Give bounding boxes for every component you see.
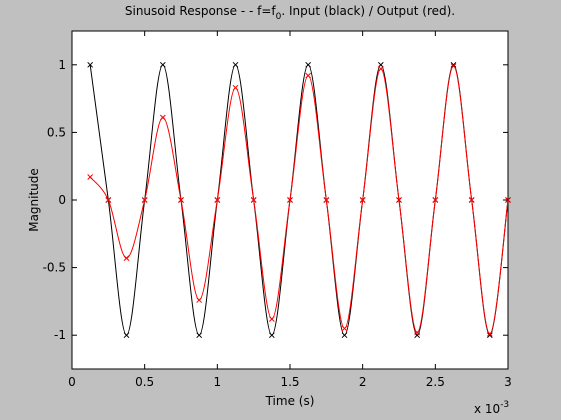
output-data-point	[87, 174, 94, 180]
output-data-point	[305, 72, 312, 79]
y-axis-label: Magnitude	[27, 168, 41, 232]
input-data-point	[341, 332, 348, 339]
input-data-point	[232, 61, 239, 68]
x-axis-label: Time (s)	[265, 394, 315, 408]
output-data-point	[178, 197, 184, 203]
output-data-point	[141, 197, 148, 203]
output-data-point	[123, 255, 130, 261]
chart-title-suffix: . Input (black) / Output (red).	[281, 4, 455, 18]
output-data-point	[232, 84, 239, 91]
output-data-point	[323, 197, 330, 203]
x-tick-label: 3	[504, 375, 512, 389]
chart-title-subscript: 0	[276, 12, 282, 22]
output-data-point	[159, 114, 166, 121]
output-data-point	[468, 197, 475, 203]
x-axis-ticks: 0 0.5 1 1.5 2 2.5 3	[68, 31, 512, 389]
output-data-point	[377, 66, 384, 72]
output-data-point	[268, 316, 275, 322]
input-data-point	[123, 332, 130, 339]
output-data-point	[450, 63, 457, 70]
output-data-point	[396, 197, 402, 203]
output-data-point	[196, 297, 203, 303]
x-axis-multiplier-exponent: -3	[500, 400, 509, 410]
output-data-point	[486, 330, 493, 337]
x-axis-multiplier-base: x 10	[474, 402, 500, 416]
x-axis-multiplier: x 10-3	[474, 400, 509, 416]
output-data-point	[287, 197, 293, 203]
x-tick-label: 0.5	[135, 375, 154, 389]
output-data-point	[250, 197, 257, 203]
input-data-point	[305, 61, 312, 68]
y-tick-label: 0.5	[47, 125, 66, 139]
y-tick-label: -0.5	[43, 261, 66, 275]
input-data-point	[486, 332, 493, 339]
output-data-point	[105, 197, 112, 203]
output-data-point	[341, 325, 348, 332]
chart-title: Sinusoid Response - - f=f0. Input (black…	[125, 4, 455, 22]
input-data-point	[268, 332, 275, 339]
input-data-point	[196, 332, 203, 339]
input-data-point	[450, 61, 457, 68]
x-tick-label: 0	[68, 375, 76, 389]
y-axis-ticks: -1 -0.5 0 0.5 1	[43, 58, 508, 342]
output-data-point	[359, 197, 366, 203]
x-tick-label: 2	[359, 375, 367, 389]
input-data-point	[377, 61, 384, 68]
series-layer	[87, 61, 511, 339]
y-tick-label: 1	[58, 58, 66, 72]
output-data-point	[214, 197, 221, 203]
output-data-point	[414, 329, 421, 336]
input-data-point	[87, 61, 94, 68]
x-tick-label: 1	[214, 375, 222, 389]
y-tick-label: -1	[54, 328, 66, 342]
y-tick-label: 0	[58, 193, 66, 207]
output-data-point	[432, 197, 439, 203]
input-data-point	[159, 61, 166, 68]
chart-title-main: Sinusoid Response - - f=f	[125, 4, 277, 18]
x-tick-label: 2.5	[426, 375, 445, 389]
x-tick-label: 1.5	[280, 375, 299, 389]
